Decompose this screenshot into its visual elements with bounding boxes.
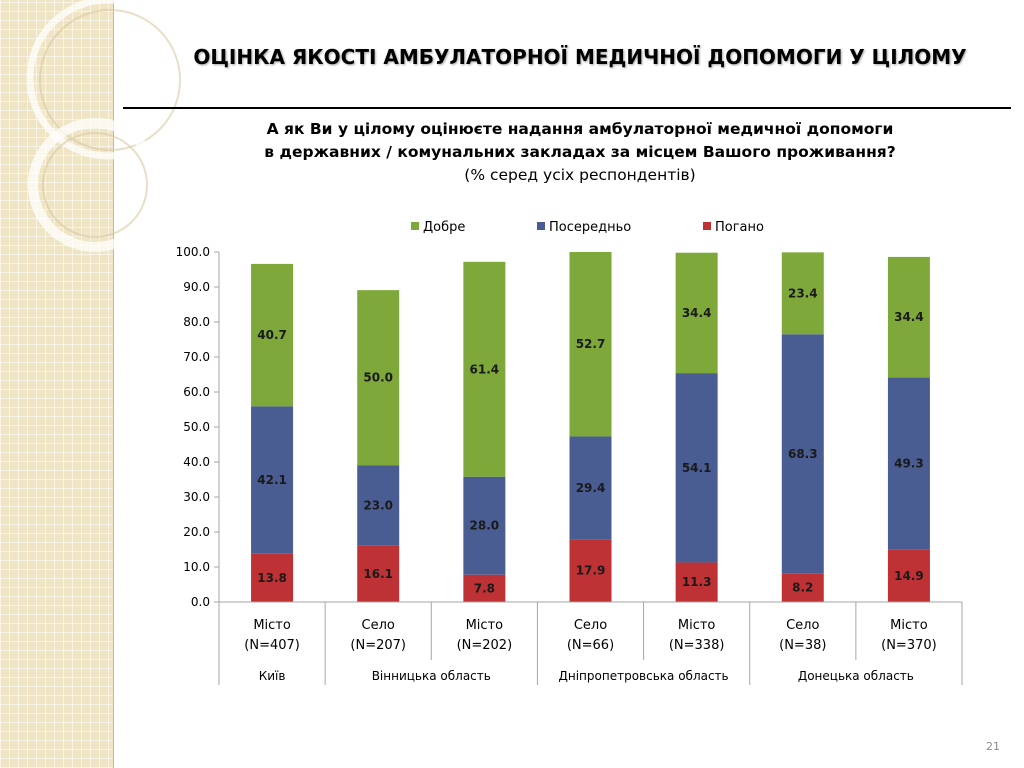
question-line-1: А як Ви у цілому оцінюєте надання амбула… <box>266 120 894 138</box>
category-sample-size: (N=66) <box>567 638 614 653</box>
bar-segment <box>781 252 824 335</box>
category-sample-size: (N=338) <box>669 638 725 653</box>
title-divider <box>123 107 1011 109</box>
data-label: 68.3 <box>788 447 818 461</box>
ring-large <box>26 0 190 160</box>
data-label: 23.4 <box>788 286 818 300</box>
group-label: Вінницька область <box>372 669 491 683</box>
y-tick-label: 100.0 <box>176 245 210 259</box>
bar-segment <box>569 252 612 437</box>
bar-segment <box>781 573 824 602</box>
category-label: Місто <box>678 618 716 633</box>
y-tick-label: 10.0 <box>183 560 210 574</box>
bar-segment <box>251 553 294 602</box>
category-sample-size: (N=38) <box>779 638 826 653</box>
category-sample-size: (N=202) <box>457 638 513 653</box>
bar-segment <box>675 373 718 563</box>
data-label: 28.0 <box>470 519 500 533</box>
data-label: 17.9 <box>576 564 606 578</box>
category-label: Село <box>786 618 819 633</box>
data-label: 34.4 <box>894 310 924 324</box>
legend-swatch <box>411 222 419 230</box>
data-label: 13.8 <box>257 571 287 585</box>
y-tick-label: 90.0 <box>183 280 210 294</box>
slide-title: ОЦІНКА ЯКОСТІ АМБУЛАТОРНОЇ МЕДИЧНОЇ ДОПО… <box>193 45 967 69</box>
group-label: Дніпропетровська область <box>559 669 729 683</box>
bar-segment <box>887 377 930 550</box>
y-tick-label: 60.0 <box>183 385 210 399</box>
ring-large-inner <box>39 9 181 151</box>
y-tick-label: 0.0 <box>191 595 210 609</box>
ring-small-inner <box>42 132 148 238</box>
legend-label: Посередньо <box>549 220 631 235</box>
bar-segment <box>251 263 294 407</box>
bar-segment <box>569 436 612 540</box>
data-label: 49.3 <box>894 457 924 471</box>
data-label: 14.9 <box>894 569 924 583</box>
category-label: Село <box>574 618 607 633</box>
data-label: 8.2 <box>792 581 813 595</box>
data-label: 7.8 <box>474 581 495 595</box>
ring-small <box>28 118 162 252</box>
bar-segment <box>887 549 930 602</box>
category-sample-size: (N=407) <box>244 638 300 653</box>
y-tick-label: 20.0 <box>183 525 210 539</box>
bar-segment <box>675 562 718 602</box>
bar-segment <box>569 539 612 602</box>
y-tick-label: 70.0 <box>183 350 210 364</box>
category-label: Село <box>362 618 395 633</box>
legend-swatch <box>703 222 711 230</box>
bar-segment <box>781 334 824 574</box>
bar-segment <box>251 406 294 554</box>
group-label: Київ <box>259 669 286 683</box>
legend-swatch <box>537 222 545 230</box>
bar-segment <box>463 476 506 575</box>
bar-segment <box>887 256 930 378</box>
category-sample-size: (N=370) <box>881 638 937 653</box>
y-tick-label: 40.0 <box>183 455 210 469</box>
category-label: Місто <box>466 618 504 633</box>
data-label: 34.4 <box>682 306 712 320</box>
sidebar-divider <box>113 0 114 768</box>
bar-segment <box>463 261 506 477</box>
question-note: (% серед усіх респондентів) <box>464 166 696 184</box>
data-label: 29.4 <box>576 481 606 495</box>
y-tick-label: 50.0 <box>183 420 210 434</box>
bar-segment <box>463 574 506 602</box>
legend-label: Погано <box>715 220 764 235</box>
data-label: 16.1 <box>363 567 393 581</box>
data-label: 11.3 <box>682 575 712 589</box>
y-tick-label: 30.0 <box>183 490 210 504</box>
bar-segment <box>357 465 400 546</box>
bar-segment <box>675 252 718 374</box>
y-tick-label: 80.0 <box>183 315 210 329</box>
survey-question: А як Ви у цілому оцінюєте надання амбула… <box>200 118 960 187</box>
data-label: 61.4 <box>470 362 500 376</box>
category-sample-size: (N=207) <box>350 638 406 653</box>
category-label: Місто <box>253 618 291 633</box>
data-label: 42.1 <box>257 473 287 487</box>
data-label: 54.1 <box>682 461 712 475</box>
question-line-2: в державних / комунальних закладах за мі… <box>264 143 896 161</box>
data-label: 40.7 <box>257 328 287 342</box>
legend-label: Добре <box>423 220 465 235</box>
bar-segment <box>357 290 400 466</box>
group-label: Донецька область <box>798 669 914 683</box>
category-label: Місто <box>890 618 928 633</box>
bar-segment <box>357 545 400 602</box>
data-label: 50.0 <box>363 371 393 385</box>
decorative-rings <box>26 0 190 252</box>
data-label: 23.0 <box>363 498 393 512</box>
page-number: 21 <box>986 740 1000 753</box>
data-label: 52.7 <box>576 337 606 351</box>
